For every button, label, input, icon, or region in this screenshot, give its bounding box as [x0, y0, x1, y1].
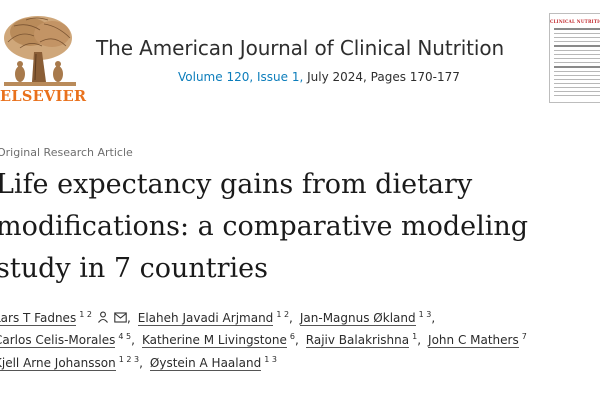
article-type: Original Research Article: [0, 146, 133, 159]
person-icon[interactable]: [97, 311, 109, 326]
affiliation-marks: 1 2: [79, 310, 92, 319]
cover-title: CLINICAL NUTRITION: [550, 19, 600, 24]
author-name[interactable]: Carlos Celis-Morales: [0, 333, 116, 348]
envelope-icon[interactable]: [114, 312, 127, 326]
author-row: Lars T Fadnes 1 2, Elaheh Javadi Arjmand 1…: [0, 310, 600, 333]
author[interactable]: Jan-Magnus Økland 1 3: [299, 310, 432, 326]
author-name[interactable]: Kjell Arne Johansson: [0, 356, 116, 371]
issue-date-pages: July 2024, Pages 170-177: [303, 70, 460, 84]
author[interactable]: John C Mathers 7: [428, 332, 527, 348]
author-name[interactable]: Katherine M Livingstone: [141, 333, 287, 348]
author[interactable]: Kjell Arne Johansson 1 2 3: [0, 355, 140, 371]
affiliation-marks: 1 3: [418, 310, 432, 319]
article-title: Life expectancy gains from dietary modif…: [0, 164, 600, 290]
author-row: Kjell Arne Johansson 1 2 3, Øystein A Haa…: [0, 355, 600, 379]
article-title-line: Life expectancy gains from dietary: [0, 169, 473, 200]
tree-logo-icon: [0, 12, 80, 90]
affiliation-marks: 7: [521, 332, 527, 341]
issue-link[interactable]: Volume 120, Issue 1,: [178, 70, 304, 84]
article-title-line: modifications: a comparative modeling: [0, 211, 529, 242]
publisher-wordmark[interactable]: ELSEVIER: [0, 88, 87, 105]
journal-cover-thumbnail[interactable]: CLINICAL NUTRITION: [549, 13, 600, 103]
issue-info: Volume 120, Issue 1, July 2024, Pages 17…: [178, 70, 460, 84]
affiliation-marks: 1 2: [276, 310, 290, 319]
author[interactable]: Elaheh Javadi Arjmand 1 2: [137, 310, 290, 326]
author-name[interactable]: Øystein A Haaland: [149, 356, 262, 371]
journal-title[interactable]: The American Journal of Clinical Nutriti…: [96, 36, 505, 60]
author[interactable]: Carlos Celis-Morales 4 5: [0, 332, 132, 348]
author[interactable]: Katherine M Livingstone 6: [141, 332, 295, 348]
publisher-logo[interactable]: [0, 12, 80, 104]
author-name[interactable]: Lars T Fadnes: [0, 311, 77, 326]
cover-text-lines: [554, 28, 600, 98]
affiliation-marks: 4 5: [118, 332, 132, 341]
author[interactable]: Lars T Fadnes 1 2: [0, 310, 127, 326]
author-name[interactable]: John C Mathers: [428, 333, 519, 348]
author-name[interactable]: Jan-Magnus Økland: [299, 311, 416, 326]
affiliation-marks: 1 2 3: [118, 355, 140, 364]
affiliation-marks: 1: [412, 332, 418, 341]
article-title-line: study in 7 countries: [0, 253, 268, 284]
affiliation-marks: 6: [289, 332, 295, 341]
author-name[interactable]: Rajiv Balakrishna: [305, 333, 410, 348]
affiliation-marks: 1 3: [264, 355, 277, 364]
author[interactable]: Øystein A Haaland 1 3: [149, 355, 277, 371]
author-row: Carlos Celis-Morales 4 5, Katherine M Liv…: [0, 332, 600, 356]
author-name[interactable]: Elaheh Javadi Arjmand: [137, 311, 274, 326]
author-list: Lars T Fadnes 1 2, Elaheh Javadi Arjmand 1…: [0, 310, 600, 379]
author[interactable]: Rajiv Balakrishna 1: [305, 332, 418, 348]
